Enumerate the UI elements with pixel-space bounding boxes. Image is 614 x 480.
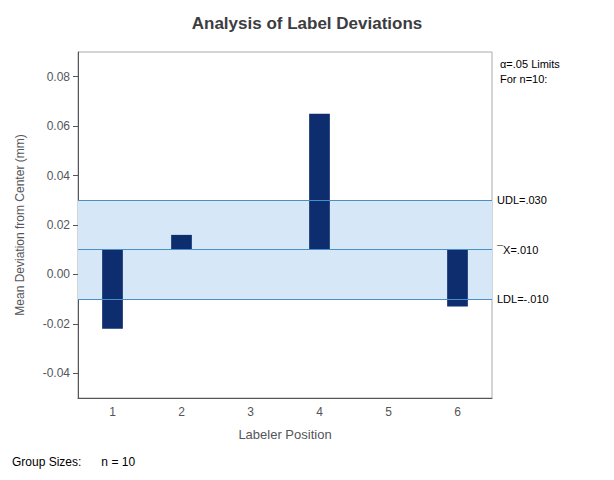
- svg-text:LDL=-.010: LDL=-.010: [497, 293, 549, 305]
- svg-text:For n=10:: For n=10:: [500, 73, 547, 85]
- svg-text:UDL=.030: UDL=.030: [497, 194, 547, 206]
- svg-text:4: 4: [316, 405, 323, 419]
- svg-text:-0.02: -0.02: [43, 317, 71, 331]
- svg-text:0.06: 0.06: [47, 119, 71, 133]
- svg-text:0.08: 0.08: [47, 70, 71, 84]
- svg-text:0.02: 0.02: [47, 218, 71, 232]
- svg-text:-0.04: -0.04: [43, 366, 71, 380]
- svg-text:6: 6: [454, 405, 461, 419]
- svg-text:Analysis of Label Deviations: Analysis of Label Deviations: [192, 14, 423, 33]
- svg-text:2: 2: [178, 405, 185, 419]
- svg-text:5: 5: [385, 405, 392, 419]
- svg-text:0.04: 0.04: [47, 169, 71, 183]
- svg-text:0.00: 0.00: [47, 267, 71, 281]
- svg-text:α=.05 Limits: α=.05 Limits: [500, 58, 560, 70]
- svg-text:Group Sizes: n = 10: Group Sizes: n = 10: [12, 455, 135, 469]
- svg-text:1: 1: [109, 405, 116, 419]
- svg-text:Labeler Position: Labeler Position: [238, 427, 331, 442]
- svg-text:3: 3: [247, 405, 254, 419]
- svg-text:Mean Deviation from Center (mm: Mean Deviation from Center (mm): [13, 134, 27, 315]
- svg-text:¯X=.010: ¯X=.010: [496, 244, 538, 256]
